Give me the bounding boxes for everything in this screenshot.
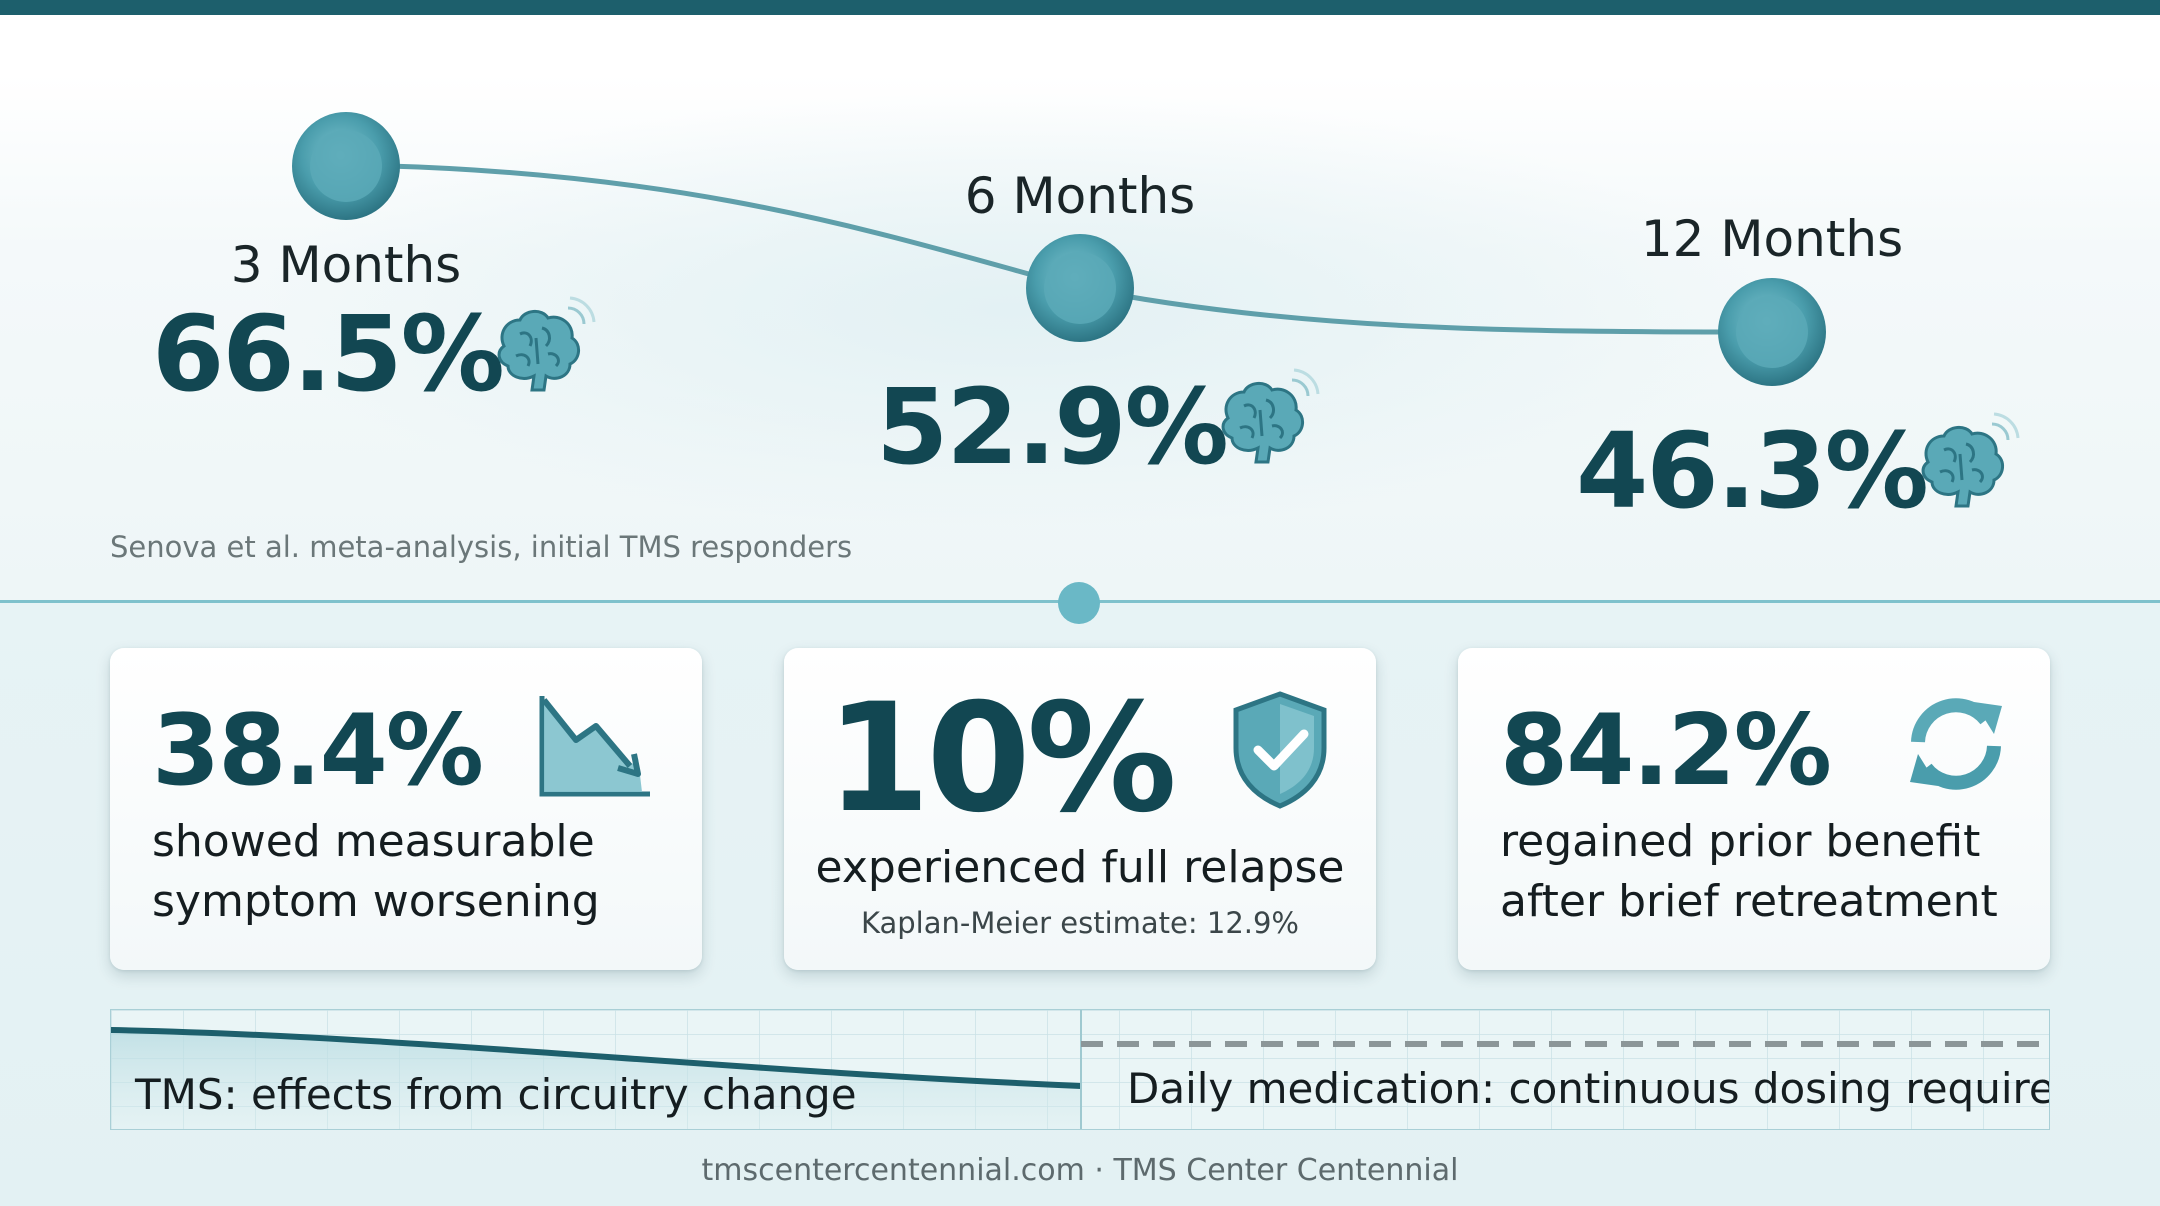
medication-label: Daily medication: continuous dosing requ… bbox=[1127, 1064, 2050, 1113]
shield-check-icon bbox=[1233, 691, 1327, 809]
stat-card-worsening: 38.4% showed measurable symptom worsenin… bbox=[110, 648, 702, 970]
timeline-label-3-months: 3 Months bbox=[230, 236, 462, 294]
timeline-label-12-months: 12 Months bbox=[1640, 210, 1904, 268]
timeline-node-3-months bbox=[292, 112, 400, 220]
tms-label: TMS: effects from circuitry change bbox=[135, 1070, 857, 1119]
stat-subtext: Kaplan-Meier estimate: 12.9% bbox=[861, 906, 1299, 940]
timeline-node-6-months bbox=[1026, 234, 1134, 342]
brain-icon bbox=[1221, 368, 1320, 464]
timeline-node-12-months bbox=[1718, 278, 1826, 386]
stat-value: 84.2% bbox=[1500, 694, 1832, 808]
stat-value: 38.4% bbox=[152, 694, 484, 808]
brain-icon bbox=[1921, 412, 2020, 508]
stat-description: showed measurable symptom worsening bbox=[152, 816, 600, 927]
stat-description: experienced full relapse bbox=[815, 842, 1345, 893]
stat-card-relapse: 10% experienced full relapse Kaplan-Meie… bbox=[784, 648, 1376, 970]
trending-down-icon bbox=[539, 696, 650, 797]
stat-card-retreatment: 84.2% regained prior benefit after brief… bbox=[1458, 648, 2050, 970]
stat-description: regained prior benefit after brief retre… bbox=[1500, 816, 1998, 927]
refresh-icon bbox=[1910, 698, 2002, 790]
timeline-value-6-months: 52.9% bbox=[876, 366, 1229, 488]
tms-decay-line bbox=[111, 1027, 1082, 1089]
comparison-bar: TMS: effects from circuitry change Daily… bbox=[110, 1009, 2050, 1130]
source-note: Senova et al. meta-analysis, initial TMS… bbox=[110, 530, 853, 564]
comparison-graphic bbox=[111, 1010, 2049, 1129]
divider-dot bbox=[1058, 582, 1100, 624]
stat-value: 10% bbox=[826, 672, 1177, 846]
timeline-value-12-months: 46.3% bbox=[1576, 410, 1929, 532]
timeline-label-6-months: 6 Months bbox=[964, 167, 1196, 225]
timeline-graphic bbox=[292, 112, 1826, 386]
timeline-glow bbox=[250, 90, 1770, 530]
timeline-value-3-months: 66.5% bbox=[152, 293, 505, 415]
top-accent-bar bbox=[0, 0, 2160, 15]
footer-credit: tmscentercentennial.com · TMS Center Cen… bbox=[701, 1153, 1459, 1188]
brain-icon bbox=[497, 296, 596, 392]
